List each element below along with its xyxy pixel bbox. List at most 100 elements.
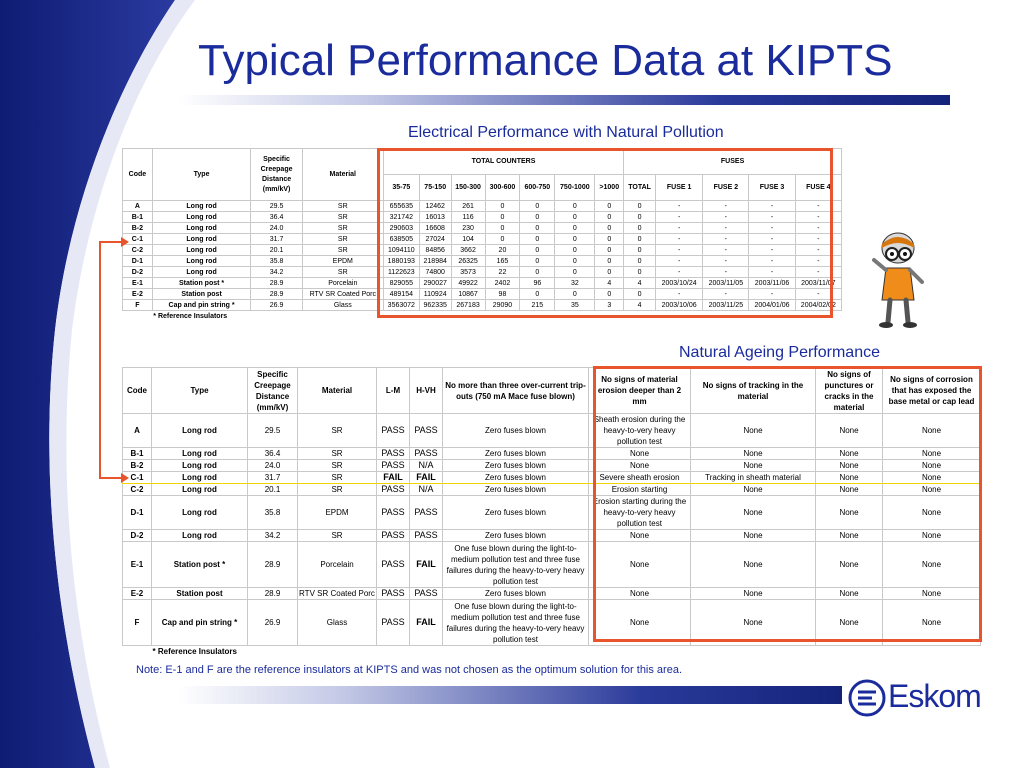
cell-creepage: 20.1 bbox=[247, 483, 298, 496]
cell-counter: 110924 bbox=[418, 288, 452, 300]
cell-material: Porcelain bbox=[297, 541, 377, 588]
cell-counter: 0 bbox=[519, 211, 556, 223]
cell-creepage: 24.0 bbox=[247, 459, 298, 472]
cell-fuse: - bbox=[654, 266, 704, 278]
cell-type: Station post bbox=[151, 587, 248, 600]
cell-fuse: - bbox=[794, 244, 843, 256]
cell-fuse: - bbox=[702, 222, 750, 234]
cell-erosion: Erosion starting during the heavy-to-ver… bbox=[588, 495, 691, 530]
cell-total: 0 bbox=[623, 244, 656, 256]
cell-hvh-result: N/A bbox=[409, 459, 443, 472]
col-header-range: 750-1000 bbox=[554, 174, 596, 201]
cell-counter: 0 bbox=[594, 233, 625, 245]
table-row: F Cap and pin string * 26.9 Glass 3563072 962… bbox=[122, 299, 843, 311]
cell-fuse: - bbox=[748, 200, 796, 212]
cell-counter: 27024 bbox=[418, 233, 452, 245]
col-header-creepage: Specific Creepage Distance (mm/kV) bbox=[247, 367, 298, 414]
cell-counter: 29090 bbox=[484, 299, 521, 311]
cell-type: Long rod bbox=[151, 447, 248, 460]
cell-counter: 0 bbox=[554, 200, 596, 212]
cell-trip-outs: Zero fuses blown bbox=[442, 495, 589, 530]
cell-erosion: None bbox=[588, 529, 691, 542]
cell-counter: 16013 bbox=[418, 211, 452, 223]
cell-type: Long rod bbox=[151, 413, 248, 448]
cell-tracking: None bbox=[690, 541, 816, 588]
cell-counter: 218984 bbox=[418, 255, 452, 267]
cell-counter: 3 bbox=[594, 299, 625, 311]
cell-trip-outs: Zero fuses blown bbox=[442, 483, 589, 496]
eskom-logo-icon bbox=[848, 679, 886, 717]
table-row: F Cap and pin string * 26.9 Glass PASS FAIL On… bbox=[122, 599, 981, 646]
cell-counter: 20 bbox=[484, 244, 521, 256]
cell-fuse: 2003/11/25 bbox=[702, 299, 750, 311]
table-row: B-2 Long rod 24.0 SR 290603 16608 230 0 0 0 0 0- - - - bbox=[122, 222, 843, 234]
cell-material: SR bbox=[297, 413, 377, 448]
col-header-fuse: FUSE 4 bbox=[794, 174, 843, 201]
cell-corrosion: None bbox=[882, 447, 981, 460]
cell-fuse: 2004/02/02 bbox=[794, 299, 843, 311]
cell-counter: 1122623 bbox=[382, 266, 420, 278]
cell-counter: 74800 bbox=[418, 266, 452, 278]
cell-type: Long rod bbox=[151, 483, 248, 496]
electrical-footnote: * Reference Insulators bbox=[153, 312, 228, 320]
cell-material: SR bbox=[301, 211, 384, 223]
cell-tracking: Tracking in sheath material bbox=[690, 471, 816, 484]
cell-creepage: 28.9 bbox=[250, 277, 303, 289]
col-header-trip-outs: No more than three over-current trip-out… bbox=[442, 367, 589, 414]
cell-tracking: None bbox=[690, 413, 816, 448]
table-row: C-1 Long rod 31.7 SR FAIL FAIL Zero fuses blow… bbox=[122, 471, 981, 484]
cell-creepage: 26.9 bbox=[250, 299, 303, 311]
cell-material: SR bbox=[301, 233, 384, 245]
cell-creepage: 35.8 bbox=[247, 495, 298, 530]
cell-type: Long rod bbox=[151, 255, 252, 267]
cell-trip-outs: Zero fuses blown bbox=[442, 459, 589, 472]
col-header-fuse: FUSE 3 bbox=[748, 174, 796, 201]
cell-type: Long rod bbox=[151, 200, 252, 212]
cell-counter: 0 bbox=[554, 266, 596, 278]
cell-code: F bbox=[122, 599, 152, 646]
col-header-range: 300-600 bbox=[484, 174, 521, 201]
cell-hvh-result: PASS bbox=[409, 413, 443, 448]
col-header-range: 35-75 bbox=[382, 174, 420, 201]
cell-counter: 0 bbox=[554, 222, 596, 234]
slide-note: Note: E-1 and F are the reference insula… bbox=[136, 664, 683, 676]
cell-counter: 26325 bbox=[450, 255, 486, 267]
cell-type: Long rod bbox=[151, 471, 248, 484]
cell-creepage: 34.2 bbox=[247, 529, 298, 542]
col-header-range: 75-150 bbox=[418, 174, 452, 201]
cell-hvh-result: PASS bbox=[409, 587, 443, 600]
cell-counter: 0 bbox=[554, 255, 596, 267]
cell-type: Station post * bbox=[151, 541, 248, 588]
cell-corrosion: None bbox=[882, 471, 981, 484]
table-row: D-2 Long rod 34.2 SR PASS PASS Zero fuses blow… bbox=[122, 529, 981, 542]
cell-type: Long rod bbox=[151, 211, 252, 223]
cell-type: Station post bbox=[151, 288, 252, 300]
cell-counter: 3563072 bbox=[382, 299, 420, 311]
cell-lm-result: PASS bbox=[376, 459, 410, 472]
table-row: D-2 Long rod 34.2 SR 1122623 74800 3573 22 0 0 0 0-… bbox=[122, 266, 843, 278]
cell-fuse: - bbox=[654, 244, 704, 256]
cell-creepage: 28.9 bbox=[247, 541, 298, 588]
cell-hvh-result: PASS bbox=[409, 495, 443, 530]
cell-fuse: - bbox=[654, 200, 704, 212]
cell-corrosion: None bbox=[882, 495, 981, 530]
cell-material: SR bbox=[301, 266, 384, 278]
cell-code: D-1 bbox=[122, 495, 152, 530]
cell-hvh-result: PASS bbox=[409, 529, 443, 542]
cell-fuse: - bbox=[702, 288, 750, 300]
cell-counter: 0 bbox=[554, 233, 596, 245]
cell-counter: 0 bbox=[519, 255, 556, 267]
cell-counter: 0 bbox=[519, 288, 556, 300]
cell-material: Porcelain bbox=[301, 277, 384, 289]
cell-total: 0 bbox=[623, 211, 656, 223]
cell-erosion: Sheath erosion during the heavy-to-very … bbox=[588, 413, 691, 448]
cell-type: Long rod bbox=[151, 222, 252, 234]
col-header-erosion: No signs of material erosion deeper than… bbox=[588, 367, 691, 414]
cell-corrosion: None bbox=[882, 413, 981, 448]
col-header-lm: L-M bbox=[376, 367, 410, 414]
col-header-range: >1000 bbox=[594, 174, 625, 201]
col-header-range: 600-750 bbox=[519, 174, 556, 201]
cell-material: RTV SR Coated Porc bbox=[297, 587, 377, 600]
col-header-hvh: H-VH bbox=[409, 367, 443, 414]
cell-punctures: None bbox=[815, 447, 883, 460]
